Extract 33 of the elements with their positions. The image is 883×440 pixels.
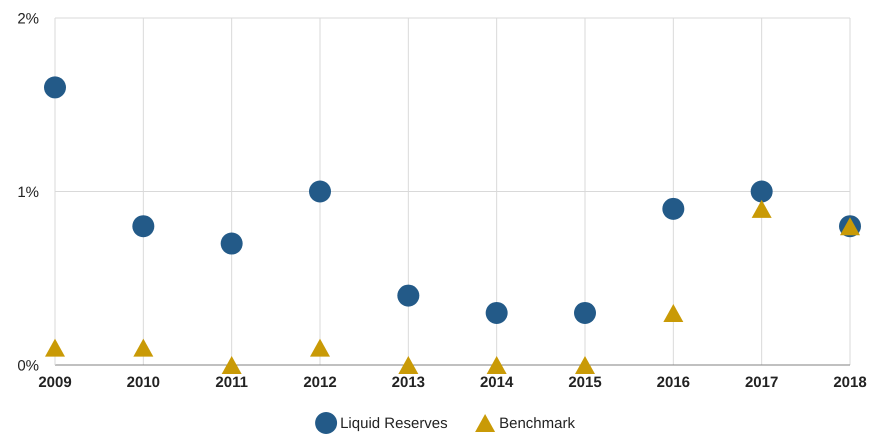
x-tick-label: 2011 xyxy=(215,374,248,391)
y-tick-label: 0% xyxy=(17,357,39,374)
x-tick-label: 2014 xyxy=(480,374,514,391)
x-tick-label: 2010 xyxy=(126,374,160,391)
point xyxy=(575,356,595,374)
point xyxy=(133,338,154,357)
x-tick-label: 2018 xyxy=(833,374,867,391)
point xyxy=(310,338,330,357)
point xyxy=(397,284,420,307)
point xyxy=(662,198,684,220)
point xyxy=(398,356,418,374)
y-tick-label: 2% xyxy=(17,10,39,28)
point xyxy=(663,304,684,322)
x-tick-label: 2012 xyxy=(303,374,337,391)
point xyxy=(45,338,65,357)
point xyxy=(44,76,66,98)
point xyxy=(220,232,243,255)
y-tick-label: 1% xyxy=(17,184,39,201)
x-tick-label: 2017 xyxy=(744,374,778,391)
legend-label: Benchmark xyxy=(499,415,576,432)
point xyxy=(222,356,242,374)
point xyxy=(309,180,331,202)
point xyxy=(132,215,154,238)
x-tick-label: 2009 xyxy=(38,374,72,391)
legend-label: Liquid Reserves xyxy=(340,415,448,432)
x-tick-label: 2016 xyxy=(656,374,690,391)
point xyxy=(750,180,773,202)
point xyxy=(752,200,772,218)
point xyxy=(574,302,596,324)
point xyxy=(486,356,507,374)
x-tick-label: 2015 xyxy=(568,374,602,391)
x-tick-label: 2013 xyxy=(392,374,426,391)
point xyxy=(486,302,508,324)
